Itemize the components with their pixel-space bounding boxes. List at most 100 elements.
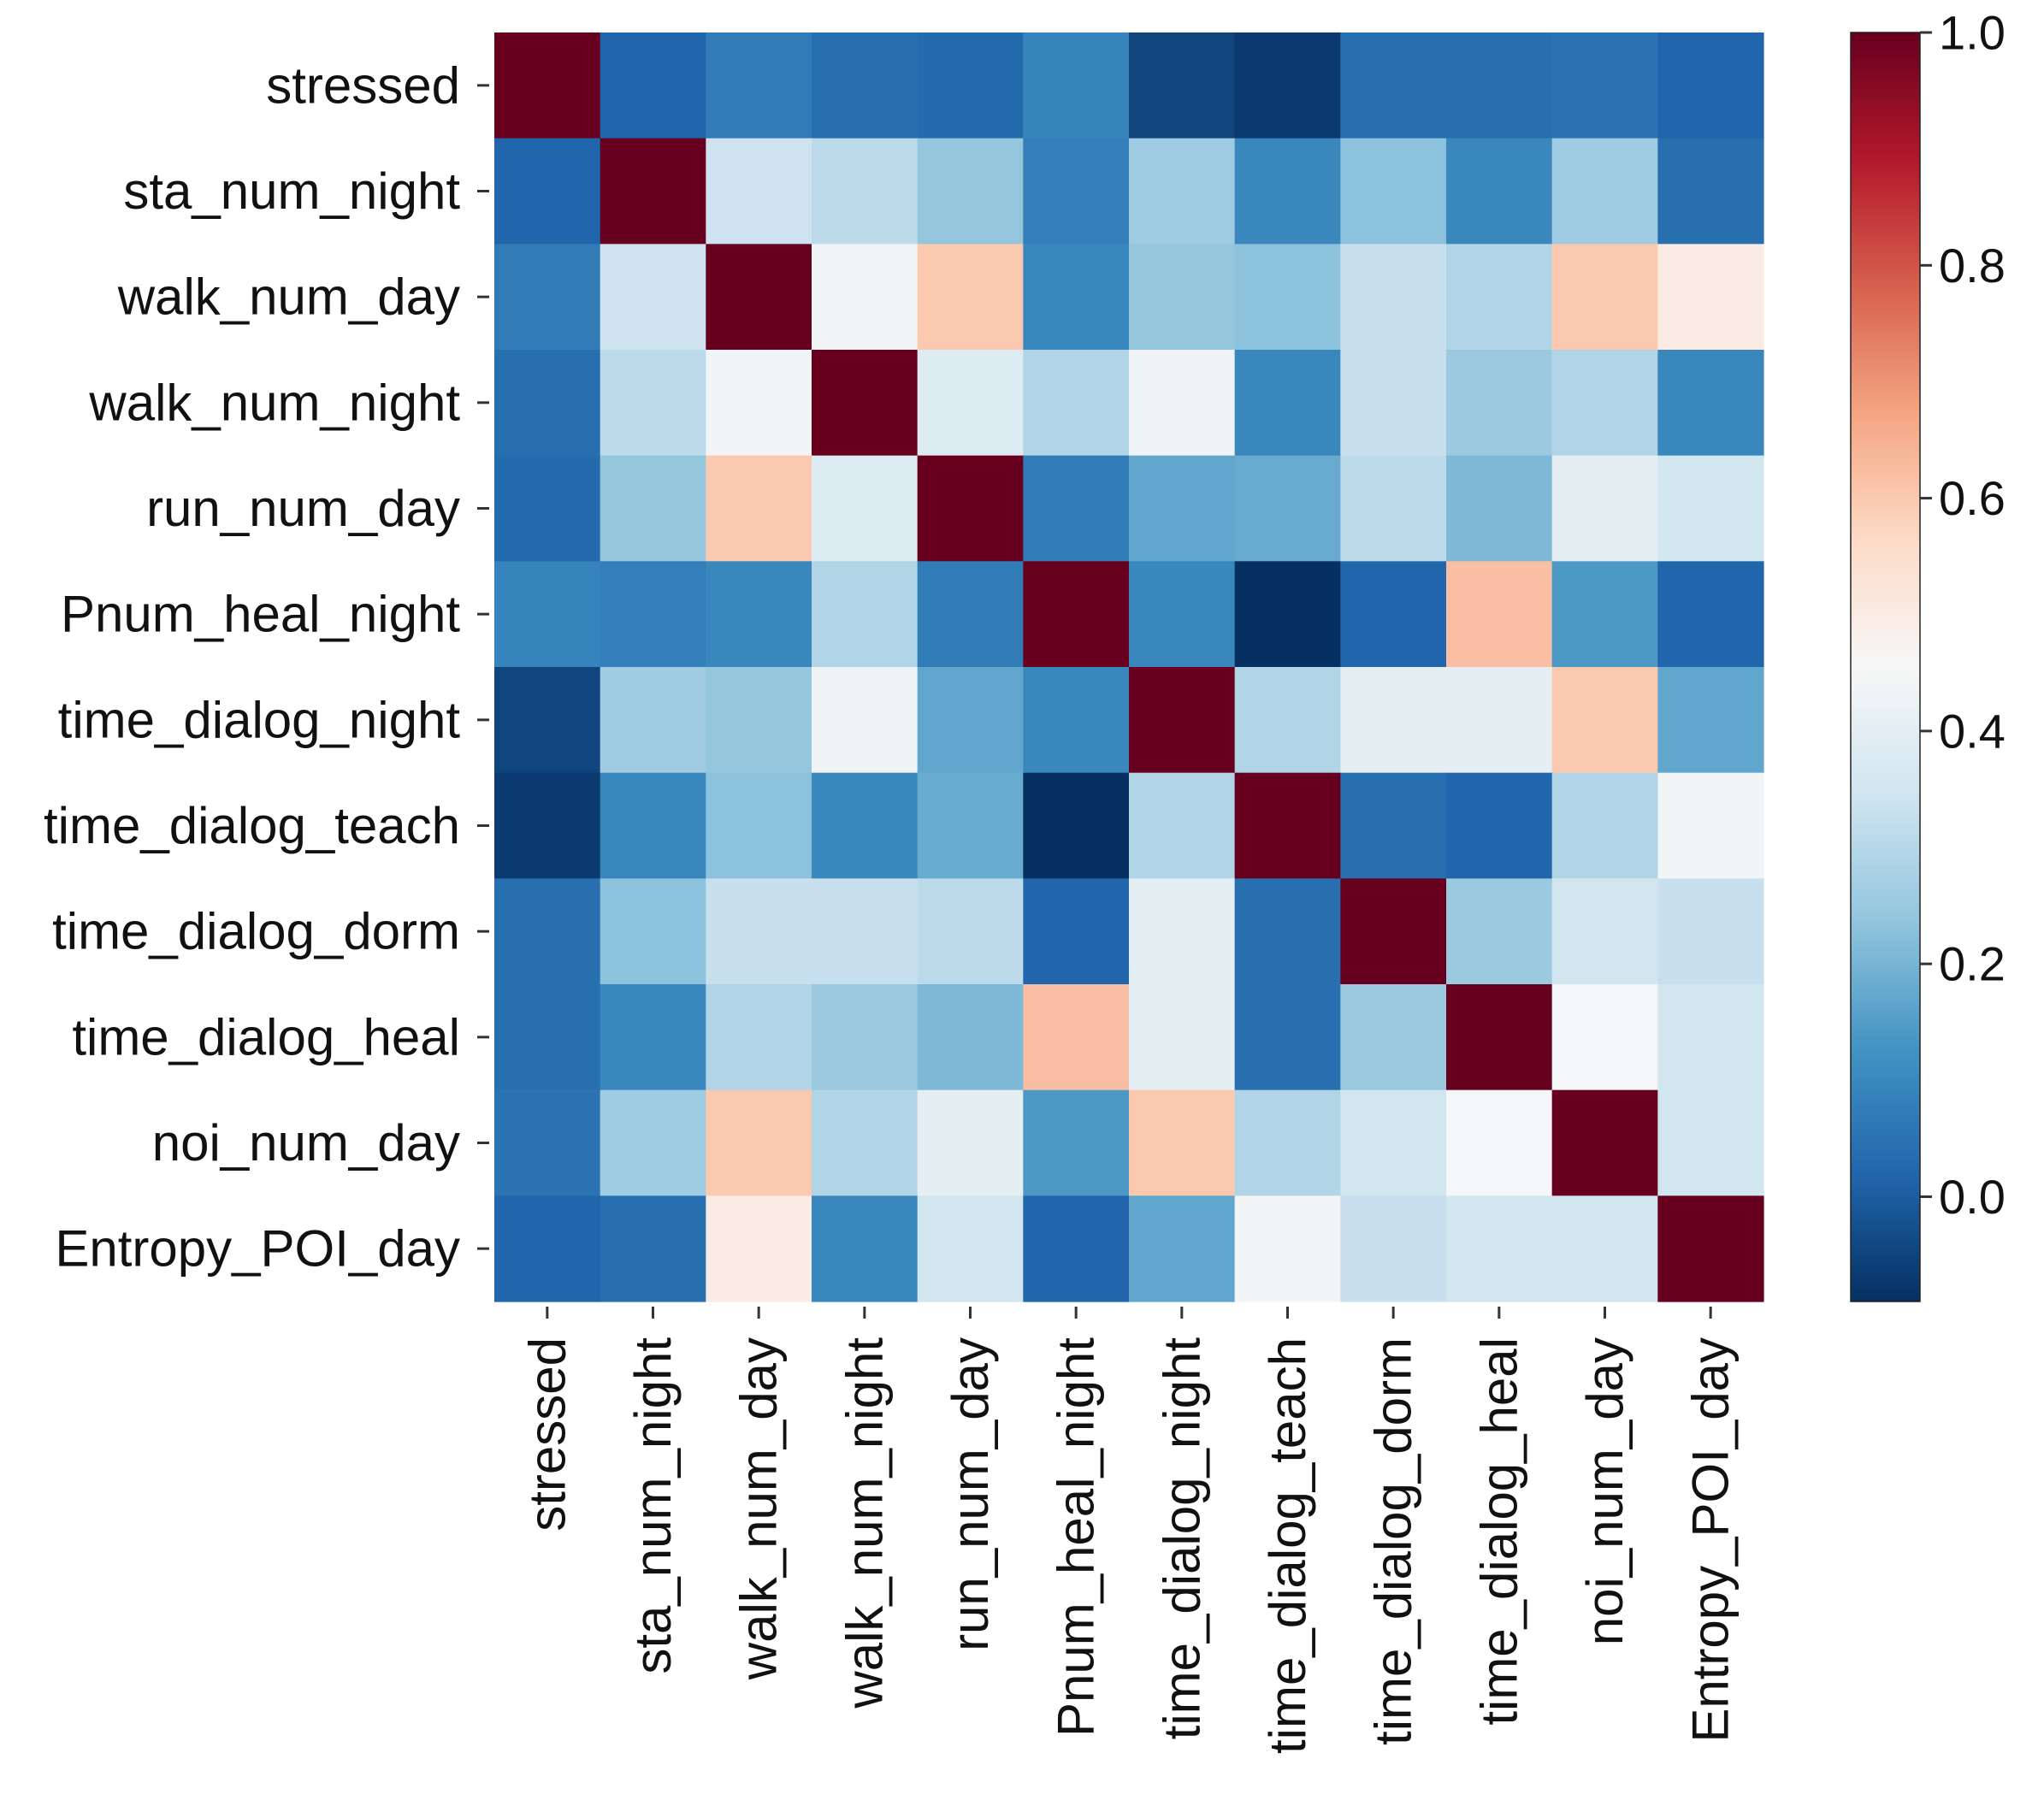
column-label-time-dialog-night: time_dialog_night <box>1153 1337 1210 1740</box>
column-label-sta-num-night: sta_num_night <box>624 1337 682 1674</box>
heatmap-cell-walk-num-night-x-walk-num-day <box>706 350 812 457</box>
heatmap-cell-sta-num-night-x-sta-num-night <box>600 138 706 245</box>
heatmap-cell-entropy-poi-day-x-time-dialog-dorm <box>1340 1195 1447 1302</box>
heatmap-cell-time-dialog-heal-x-time-dialog-night <box>1129 984 1236 1091</box>
heatmap-cell-run-num-day-x-time-dialog-night <box>1129 455 1236 562</box>
heatmap-cell-pnum-heal-night-x-time-dialog-night <box>1129 561 1236 668</box>
row-label-time-dialog-teach: time_dialog_teach <box>44 797 460 854</box>
heatmap-cell-time-dialog-heal-x-pnum-heal-night <box>1023 984 1130 1091</box>
heatmap-cell-run-num-day-x-sta-num-night <box>600 455 706 562</box>
heatmap-cell-time-dialog-heal-x-stressed <box>494 984 601 1091</box>
heatmap-cell-walk-num-day-x-time-dialog-night <box>1129 244 1236 351</box>
colorbar-gradient <box>1851 32 1920 1301</box>
column-label-walk-num-day: walk_num_day <box>730 1337 788 1680</box>
heatmap-cell-time-dialog-heal-x-run-num-day <box>917 984 1024 1091</box>
heatmap-cell-time-dialog-night-x-run-num-day <box>917 667 1024 774</box>
heatmap-cell-time-dialog-night-x-time-dialog-teach <box>1234 667 1341 774</box>
column-labels: stressed sta_num_night walk_num_day walk_nu… <box>518 1307 1740 1754</box>
heatmap-cell-pnum-heal-night-x-run-num-day <box>917 561 1024 668</box>
heatmap-cell-run-num-day-x-time-dialog-teach <box>1234 455 1341 562</box>
heatmap-cell-noi-num-day-x-time-dialog-night <box>1129 1089 1236 1196</box>
heatmap-cell-walk-num-night-x-sta-num-night <box>600 350 706 457</box>
heatmap-cell-time-dialog-teach-x-time-dialog-heal <box>1446 772 1553 879</box>
heatmap-cell-walk-num-night-x-time-dialog-heal <box>1446 350 1553 457</box>
heatmap-cell-run-num-day-x-run-num-day <box>917 455 1024 562</box>
heatmap-cell-time-dialog-teach-x-time-dialog-night <box>1129 772 1236 879</box>
colorbar: 0.0 0.2 0.4 0.6 0.8 1.0 <box>1850 6 2006 1302</box>
row-label-walk-num-night: walk_num_night <box>88 374 460 431</box>
heatmap-cell-time-dialog-dorm-x-time-dialog-night <box>1129 878 1236 985</box>
heatmap-cell-time-dialog-heal-x-sta-num-night <box>600 984 706 1091</box>
heatmap-cell-walk-num-night-x-time-dialog-dorm <box>1340 350 1447 457</box>
heatmap-cell-stressed-x-run-num-day <box>917 32 1024 139</box>
heatmap-cell-sta-num-night-x-pnum-heal-night <box>1023 138 1130 245</box>
heatmap-cell-stressed-x-walk-num-day <box>706 32 812 139</box>
heatmap-cell-time-dialog-teach-x-walk-num-day <box>706 772 812 879</box>
heatmap-cell-time-dialog-night-x-pnum-heal-night <box>1023 667 1130 774</box>
heatmap-cell-walk-num-day-x-sta-num-night <box>600 244 706 351</box>
heatmap-cell-walk-num-night-x-stressed <box>494 350 601 457</box>
heatmap-cell-sta-num-night-x-stressed <box>494 138 601 245</box>
column-label-walk-num-night: walk_num_night <box>836 1337 893 1709</box>
heatmap-cell-walk-num-day-x-entropy-poi-day <box>1657 244 1764 351</box>
heatmap-cell-time-dialog-night-x-entropy-poi-day <box>1657 667 1764 774</box>
heatmap-cell-time-dialog-heal-x-entropy-poi-day <box>1657 984 1764 1091</box>
heatmap-cell-pnum-heal-night-x-time-dialog-teach <box>1234 561 1341 668</box>
heatmap-cell-time-dialog-dorm-x-noi-num-day <box>1551 878 1658 985</box>
heatmap-cell-noi-num-day-x-noi-num-day <box>1551 1089 1658 1196</box>
heatmap-cell-time-dialog-dorm-x-time-dialog-heal <box>1446 878 1553 985</box>
heatmap-cell-time-dialog-night-x-stressed <box>494 667 601 774</box>
row-label-entropy-poi-day: Entropy_POI_day <box>55 1220 460 1278</box>
heatmap-cell-time-dialog-night-x-sta-num-night <box>600 667 706 774</box>
column-label-time-dialog-dorm: time_dialog_dorm <box>1365 1337 1422 1745</box>
heatmap-cell-time-dialog-heal-x-walk-num-day <box>706 984 812 1091</box>
heatmap-cell-entropy-poi-day-x-time-dialog-heal <box>1446 1195 1553 1302</box>
heatmap-cell-entropy-poi-day-x-run-num-day <box>917 1195 1024 1302</box>
heatmap-cell-time-dialog-dorm-x-entropy-poi-day <box>1657 878 1764 985</box>
heatmap-cell-pnum-heal-night-x-stressed <box>494 561 601 668</box>
heatmap-cell-walk-num-day-x-time-dialog-teach <box>1234 244 1341 351</box>
colorbar-tick-label: 0.8 <box>1939 239 2006 292</box>
column-label-noi-num-day: noi_num_day <box>1576 1337 1633 1645</box>
heatmap-cell-pnum-heal-night-x-walk-num-night <box>812 561 919 668</box>
heatmap-cell-time-dialog-teach-x-noi-num-day <box>1551 772 1658 879</box>
heatmap-cell-walk-num-night-x-walk-num-night <box>812 350 919 457</box>
heatmap-cell-noi-num-day-x-run-num-day <box>917 1089 1024 1196</box>
column-label-entropy-poi-day: Entropy_POI_day <box>1682 1337 1740 1743</box>
heatmap-cell-noi-num-day-x-sta-num-night <box>600 1089 706 1196</box>
heatmap-cell-entropy-poi-day-x-pnum-heal-night <box>1023 1195 1130 1302</box>
heatmap-cell-pnum-heal-night-x-noi-num-day <box>1551 561 1658 668</box>
heatmap-cell-entropy-poi-day-x-walk-num-day <box>706 1195 812 1302</box>
heatmap-cell-time-dialog-heal-x-time-dialog-dorm <box>1340 984 1447 1091</box>
heatmap-cell-noi-num-day-x-entropy-poi-day <box>1657 1089 1764 1196</box>
heatmap-cell-walk-num-day-x-stressed <box>494 244 601 351</box>
row-label-noi-num-day: noi_num_day <box>152 1114 460 1172</box>
heatmap-cell-noi-num-day-x-time-dialog-dorm <box>1340 1089 1447 1196</box>
heatmap-cell-entropy-poi-day-x-entropy-poi-day <box>1657 1195 1764 1302</box>
heatmap-cell-time-dialog-dorm-x-run-num-day <box>917 878 1024 985</box>
heatmap-cell-run-num-day-x-walk-num-day <box>706 455 812 562</box>
heatmap-cell-time-dialog-dorm-x-time-dialog-dorm <box>1340 878 1447 985</box>
heatmap-cell-entropy-poi-day-x-time-dialog-night <box>1129 1195 1236 1302</box>
heatmap-cell-walk-num-night-x-time-dialog-night <box>1129 350 1236 457</box>
colorbar-tick-label: 1.0 <box>1939 6 2006 60</box>
heatmap-cell-time-dialog-dorm-x-walk-num-day <box>706 878 812 985</box>
heatmap-cell-time-dialog-dorm-x-sta-num-night <box>600 878 706 985</box>
heatmap-cell-walk-num-day-x-walk-num-night <box>812 244 919 351</box>
heatmap-cell-time-dialog-teach-x-time-dialog-teach <box>1234 772 1341 879</box>
heatmap-cell-run-num-day-x-noi-num-day <box>1551 455 1658 562</box>
heatmap-cell-walk-num-day-x-run-num-day <box>917 244 1024 351</box>
colorbar-tick-label: 0.0 <box>1939 1170 2006 1224</box>
heatmap-cell-stressed-x-stressed <box>494 32 601 139</box>
heatmap-cell-pnum-heal-night-x-walk-num-day <box>706 561 812 668</box>
heatmap-cell-time-dialog-teach-x-time-dialog-dorm <box>1340 772 1447 879</box>
row-label-walk-num-day: walk_num_day <box>117 269 460 326</box>
heatmap-cell-walk-num-day-x-walk-num-day <box>706 244 812 351</box>
row-label-pnum-heal-night: Pnum_heal_night <box>61 586 460 643</box>
heatmap-cell-time-dialog-heal-x-noi-num-day <box>1551 984 1658 1091</box>
heatmap-cell-stressed-x-entropy-poi-day <box>1657 32 1764 139</box>
row-label-time-dialog-dorm: time_dialog_dorm <box>52 903 460 960</box>
heatmap-cell-time-dialog-teach-x-stressed <box>494 772 601 879</box>
